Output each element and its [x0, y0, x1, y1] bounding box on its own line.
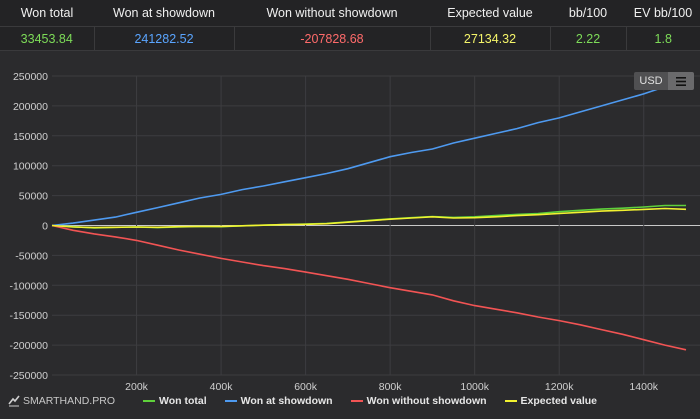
y-tick-label: -100000 [9, 280, 48, 292]
header-won-total: Won total [0, 0, 94, 27]
y-tick-label: -200000 [9, 340, 48, 352]
x-tick-label: 600k [294, 381, 318, 393]
legend-label: Expected value [520, 395, 597, 407]
x-tick-label: 1400k [629, 381, 658, 393]
stats-panel: Won total Won at showdown Won without sh… [0, 0, 700, 51]
header-expected-value: Expected value [430, 0, 550, 27]
legend-label: Won without showdown [366, 395, 487, 407]
legend-label: Won total [158, 395, 207, 407]
legend-item-won-total[interactable]: Won total [142, 395, 207, 407]
chart-panel: -250000 -200000 -150000 -100000 -50000 0 50000… [0, 66, 700, 419]
x-tick-label: 800k [379, 381, 403, 393]
y-tick-label: 50000 [19, 191, 48, 203]
header-won-without-showdown: Won without showdown [234, 0, 430, 27]
legend-swatch [504, 400, 517, 402]
legend-label: Won at showdown [240, 395, 333, 407]
x-tick-label: 200k [125, 381, 149, 393]
value-won-without-showdown: -207828.68 [234, 26, 431, 50]
legend-swatch [224, 400, 237, 402]
legend-item-won-at-showdown[interactable]: Won at showdown [224, 395, 333, 407]
stats-table: Won total Won at showdown Won without sh… [0, 0, 700, 50]
series-line-won-total [51, 204, 686, 229]
series-line-won-without-showdown [51, 224, 687, 351]
value-won-total: 33453.84 [0, 26, 95, 50]
x-tick-label: 400k [210, 381, 234, 393]
profit-chart: -250000 -200000 -150000 -100000 -50000 0 50000… [9, 71, 700, 393]
chart-legend: Won total Won at showdown Won without show… [0, 395, 700, 407]
y-tick-label: 0 [42, 221, 48, 233]
currency-button[interactable]: USD [634, 72, 668, 90]
legend-item-won-without-showdown[interactable]: Won without showdown [350, 395, 487, 407]
y-tick-label: -250000 [9, 370, 48, 382]
value-bb-100: 2.22 [550, 26, 627, 50]
header-ev-bb-100: EV bb/100 [626, 0, 700, 27]
y-tick-label: 200000 [13, 101, 48, 113]
hamburger-icon[interactable] [668, 72, 694, 90]
brand-name: SMARTHAND.PRO [23, 395, 115, 407]
y-tick-label: 250000 [13, 71, 48, 83]
legend-swatch [350, 400, 363, 402]
stats-header-row: Won total Won at showdown Won without sh… [0, 0, 700, 27]
series-line-expected-value [51, 207, 687, 229]
value-won-at-showdown: 241282.52 [94, 26, 235, 50]
header-won-at-showdown: Won at showdown [94, 0, 234, 27]
y-tick-label: 100000 [13, 161, 48, 173]
x-tick-label: 1000k [460, 381, 489, 393]
series-line-won-at-showdown [51, 80, 687, 227]
legend-swatch [142, 400, 155, 402]
x-tick-label: 1200k [545, 381, 574, 393]
value-expected-value: 27134.32 [430, 26, 551, 50]
smarthand-logo-icon [8, 395, 20, 407]
header-bb-100: bb/100 [550, 0, 626, 27]
stats-value-row: 33453.84 241282.52 -207828.68 27134.32 2… [0, 26, 700, 50]
brand-logo[interactable]: SMARTHAND.PRO [8, 395, 115, 407]
y-tick-label: -150000 [9, 310, 48, 322]
value-ev-bb-100: 1.8 [654, 31, 672, 46]
y-tick-label: 150000 [13, 131, 48, 143]
legend-item-expected-value[interactable]: Expected value [504, 395, 597, 407]
y-tick-label: -50000 [15, 250, 48, 262]
